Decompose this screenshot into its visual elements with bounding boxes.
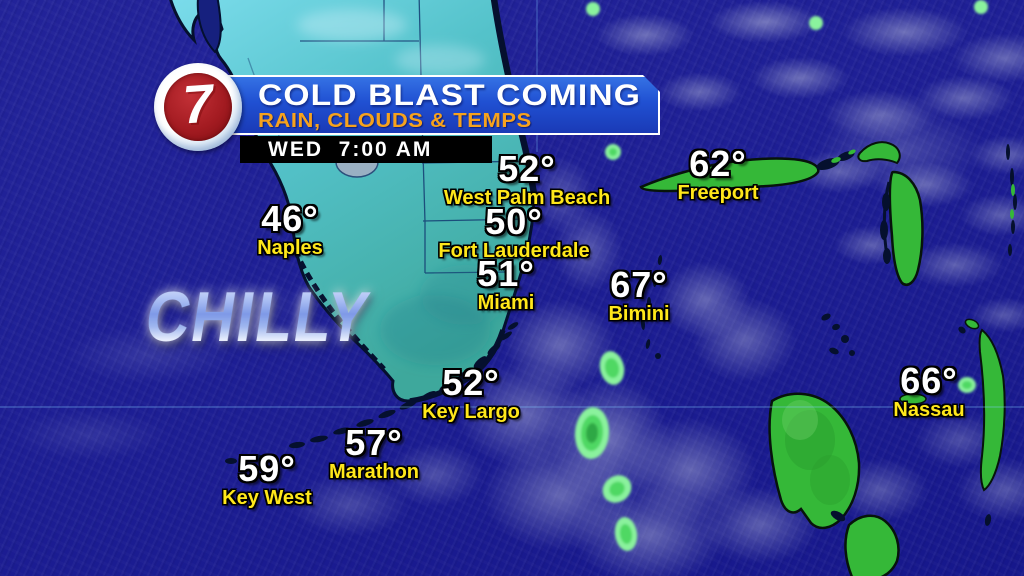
station-key-west: 59° Key West [222,448,312,510]
station-naples: 46° Naples [257,198,323,260]
station-marathon: 57° Marathon [329,422,419,484]
temperature-value: 52° [442,362,500,403]
temperature-value: 51° [477,253,535,294]
city-name: Bimini [608,303,670,326]
timestamp-bar: WED 7:00 AM [240,136,492,163]
temperature-value: 62° [689,143,747,184]
station-west-palm-beach: 52° West Palm Beach [443,148,611,210]
logo-red-circle [164,73,232,141]
bimini-islands [640,255,663,359]
tampa-bay [196,0,222,54]
new-providence-island [899,393,927,405]
headline-title: COLD BLAST COMING [258,79,642,112]
headline-banner: COLD BLAST COMING RAIN, CLOUDS & TEMPS [226,75,660,135]
station-bimini: 67° Bimini [608,264,670,326]
andros-island [768,392,900,576]
station-miami: 51° Miami [477,253,535,315]
city-name: Miami [477,292,535,315]
city-name: Fort Lauderdale [438,240,590,263]
temperature-value: 52° [498,148,556,189]
grand-bahama-island [639,149,856,193]
channel-7-icon: 7 [180,73,216,136]
station-nassau: 66° Nassau [893,360,965,422]
city-name: Naples [257,237,323,260]
station-key-largo: 52° Key Largo [422,362,520,424]
city-name: West Palm Beach [443,187,611,210]
temperature-value: 50° [485,201,543,242]
city-name: Key Largo [422,401,520,424]
city-name: Freeport [677,182,759,205]
radar-echoes [574,0,988,551]
channel-7-logo: 7 [154,63,242,151]
temperature-value: 46° [261,198,319,239]
abaco-islands [857,141,1017,286]
headline-subtitle: RAIN, CLOUDS & TEMPS [258,110,532,132]
eleuthera-island [958,318,1006,526]
city-name: Nassau [893,399,965,422]
city-name: Key West [222,487,312,510]
temperature-value: 67° [610,264,668,305]
station-fort-lauderdale: 50° Fort Lauderdale [438,201,590,263]
florida-keys [225,322,519,464]
station-freeport: 62° Freeport [677,143,759,205]
temperature-value: 66° [900,360,958,401]
ten-thousand-islands [292,248,386,371]
chilly-annotation: CHILLY [140,277,377,357]
temperature-value: 59° [238,448,296,489]
berry-islands [821,313,855,356]
temperature-value: 57° [345,422,403,463]
city-name: Marathon [329,461,419,484]
